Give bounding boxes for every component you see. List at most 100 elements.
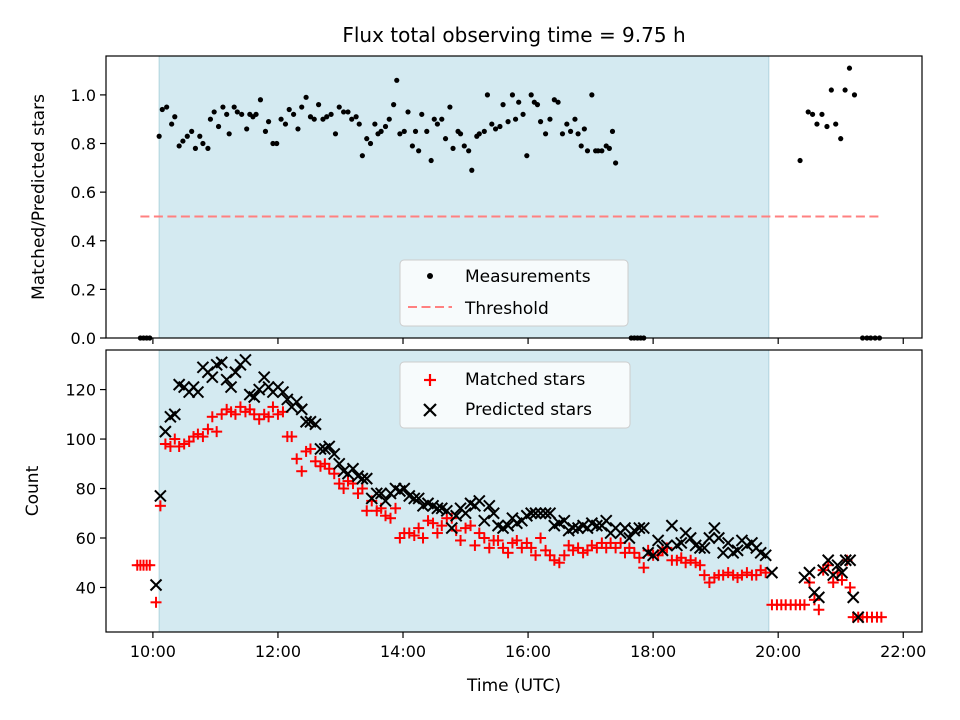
measurement-point xyxy=(567,128,574,134)
y-tick-label: 80 xyxy=(76,480,96,499)
measurement-point xyxy=(434,121,441,127)
predicted-star-point xyxy=(835,566,849,579)
predicted-star-point xyxy=(360,472,373,485)
measurement-point xyxy=(164,104,170,110)
top-panel: 0.0 0.2 0.4 0.6 0.8 1.0 Matched/Predicted sta… xyxy=(29,55,923,348)
predicted-star-point xyxy=(473,494,486,508)
measurement-point xyxy=(542,131,549,137)
matched-star-point xyxy=(427,517,439,529)
measurement-point xyxy=(492,126,499,132)
matched-star-point xyxy=(502,547,514,559)
matched-star-point xyxy=(511,534,523,546)
bottom-axes-frame xyxy=(105,349,923,633)
measurement-point xyxy=(551,97,557,103)
predicted-star-point xyxy=(229,366,242,379)
measurement-point xyxy=(391,102,397,108)
measurement-point xyxy=(450,145,456,151)
matched-star-point xyxy=(253,413,265,425)
predicted-star-point xyxy=(712,531,725,545)
predicted-star-point xyxy=(333,457,346,470)
predicted-star-point xyxy=(765,566,779,579)
top-legend: Measurements Threshold xyxy=(399,259,629,327)
measurement-point xyxy=(606,145,612,151)
predicted-star-point xyxy=(295,403,308,416)
measurement-point xyxy=(231,104,237,110)
measurement-point xyxy=(220,104,226,110)
predicted-star-point xyxy=(440,504,453,517)
matched-star-point xyxy=(154,500,166,512)
matched-star-point xyxy=(875,611,887,623)
measurement-point xyxy=(303,94,309,100)
matched-star-point xyxy=(323,463,335,475)
measurement-point xyxy=(838,136,844,142)
predicted-star-point xyxy=(539,507,552,520)
matched-star-point xyxy=(483,542,495,554)
matched-star-point xyxy=(328,468,340,480)
measurement-point xyxy=(386,116,392,122)
measurement-point xyxy=(833,121,839,127)
matched-star-point xyxy=(342,475,354,487)
measurement-point xyxy=(336,104,342,110)
measurement-point xyxy=(416,148,422,154)
predicted-star-point xyxy=(623,531,636,545)
matched-star-point xyxy=(525,542,537,554)
predicted-star-point xyxy=(290,395,303,409)
measurement-point xyxy=(409,143,415,149)
legend-matched-label: Matched stars xyxy=(465,370,585,390)
predicted-star-point xyxy=(543,507,557,520)
matched-star-point xyxy=(492,534,504,546)
measurement-point xyxy=(180,138,186,144)
measurement-point xyxy=(345,109,351,115)
measurement-point xyxy=(253,111,259,117)
measurement-point xyxy=(439,116,445,122)
matched-star-point xyxy=(272,408,284,420)
predicted-star-point xyxy=(721,536,735,550)
measurement-point xyxy=(372,121,378,127)
matched-star-point xyxy=(567,544,579,556)
matched-star-point xyxy=(229,408,241,420)
matched-star-point xyxy=(450,525,462,537)
measurement-point xyxy=(200,140,206,147)
matched-star-point xyxy=(234,401,246,413)
measurement-point xyxy=(295,126,301,132)
measurement-point xyxy=(497,123,503,130)
measurement-point xyxy=(262,128,269,134)
measurement-point xyxy=(159,106,165,113)
matched-star-point xyxy=(638,562,650,574)
y-tick-label: 40 xyxy=(76,578,96,597)
measurement-point xyxy=(547,116,553,122)
predicted-star-point xyxy=(281,393,294,406)
matched-star-point xyxy=(417,532,429,544)
measurement-point xyxy=(257,97,264,103)
measurement-point xyxy=(169,121,175,127)
predicted-star-point xyxy=(445,521,458,535)
y-tick-label: 0.0 xyxy=(71,329,96,348)
x-tick-label: 10:00 xyxy=(130,642,176,661)
matched-star-point xyxy=(844,581,856,593)
measurement-point xyxy=(805,109,811,115)
predicted-star-point xyxy=(501,519,515,532)
measurement-point xyxy=(534,102,541,108)
measurement-point xyxy=(564,121,570,127)
y-tick-label: 1.0 xyxy=(71,86,96,105)
matched-star-point xyxy=(497,542,509,554)
measurement-point xyxy=(332,131,339,137)
measurement-point xyxy=(286,106,292,113)
y-tick-label: 0.8 xyxy=(71,135,96,154)
measurement-point xyxy=(197,133,203,139)
predicted-star-point xyxy=(651,534,665,547)
measurement-point xyxy=(278,116,284,122)
measurement-point xyxy=(819,111,825,117)
matched-star-point xyxy=(736,569,748,581)
matched-star-point xyxy=(586,539,598,551)
predicted-star-point xyxy=(356,472,369,485)
matched-star-point xyxy=(436,520,448,532)
predicted-star-point xyxy=(534,507,547,520)
predicted-star-point xyxy=(524,507,538,520)
matched-star-point xyxy=(403,527,415,539)
measurement-point xyxy=(589,92,595,98)
predicted-star-point xyxy=(684,531,697,545)
matched-star-point xyxy=(206,411,218,423)
predicted-star-point xyxy=(731,544,744,557)
